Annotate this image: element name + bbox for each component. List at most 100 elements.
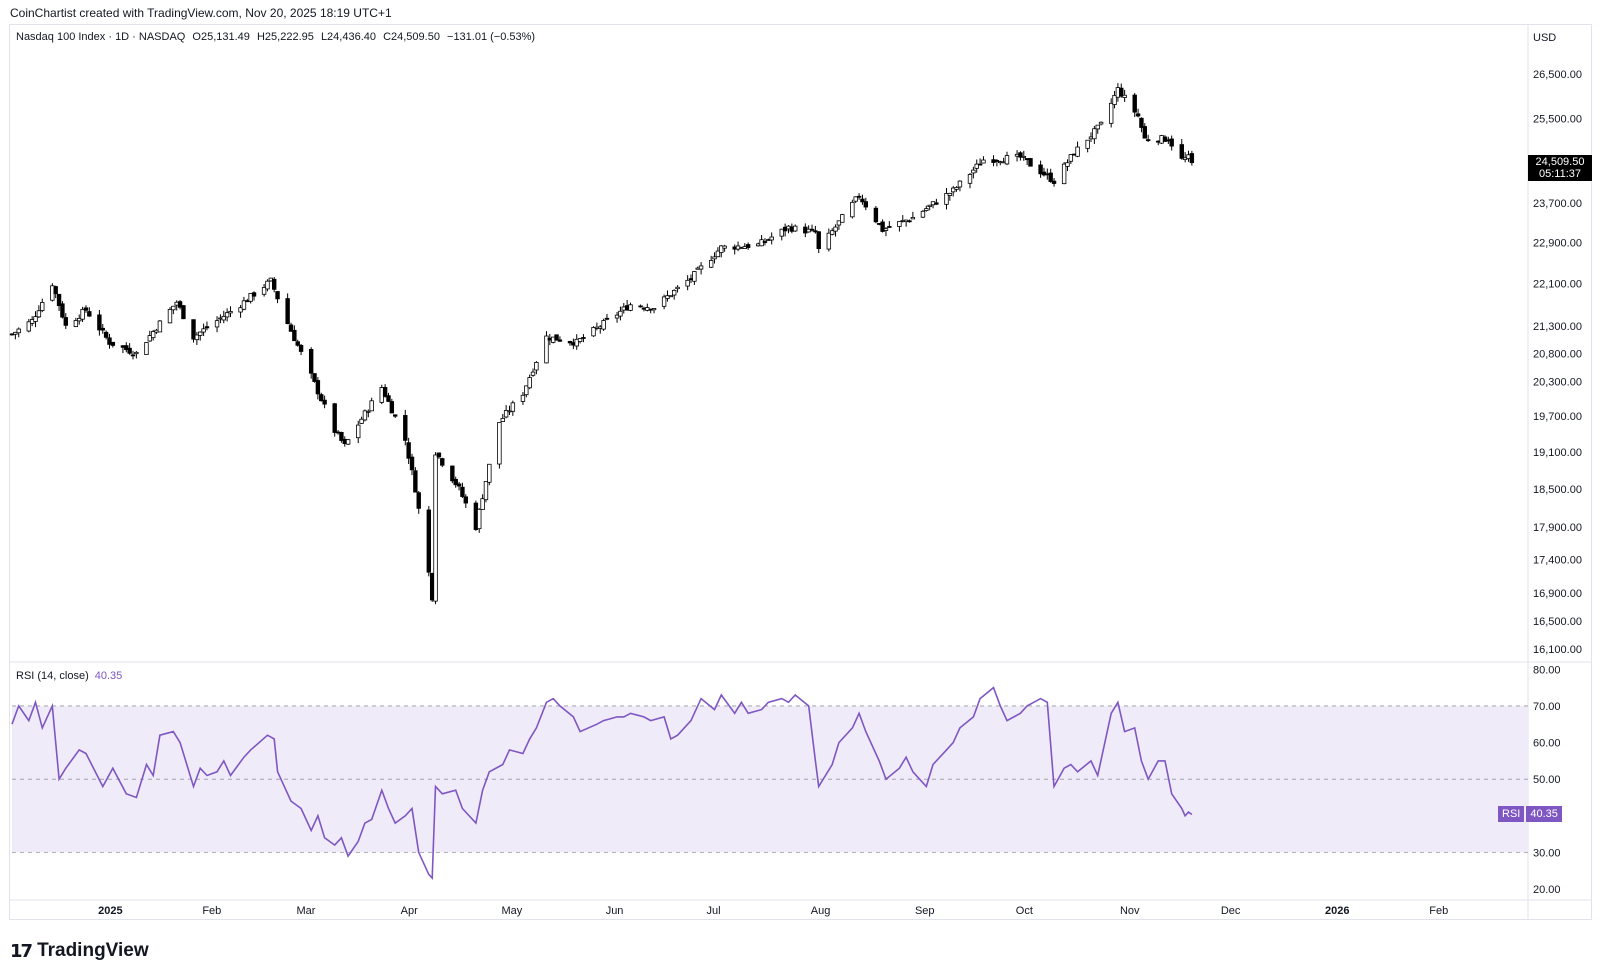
time-tick-label: 2026 — [1325, 905, 1349, 917]
time-tick-label: Dec — [1221, 905, 1241, 917]
candle — [36, 310, 42, 318]
candle — [40, 302, 45, 311]
price-tick-label: 25,500.00 — [1533, 113, 1582, 125]
candle — [413, 470, 418, 493]
candle — [957, 180, 963, 188]
candle — [1048, 172, 1053, 182]
price-tick-label: 16,900.00 — [1533, 588, 1582, 600]
candle — [497, 422, 502, 465]
candle — [204, 326, 210, 329]
candle — [813, 230, 818, 233]
rsi-tag-value: 40.35 — [1526, 806, 1562, 822]
symbol-label[interactable]: Nasdaq 100 Index · 1D · NASDAQ — [16, 31, 186, 43]
candle — [288, 324, 294, 332]
candle — [671, 289, 677, 296]
candle — [554, 334, 559, 341]
candle — [134, 351, 139, 355]
candle — [530, 371, 536, 376]
rsi-tick-label: 30.00 — [1533, 847, 1561, 859]
candle — [967, 174, 973, 184]
candle — [124, 345, 129, 351]
candle — [994, 160, 1000, 162]
time-tick-label: Jun — [606, 905, 624, 917]
candle — [809, 228, 815, 231]
candle — [762, 241, 768, 243]
candle — [477, 508, 482, 530]
candle — [107, 337, 112, 345]
candle — [248, 293, 253, 302]
candle — [285, 298, 290, 325]
candle — [436, 452, 442, 458]
candle — [1004, 155, 1010, 165]
candle — [715, 250, 721, 258]
candle — [793, 225, 798, 232]
candle — [853, 196, 858, 202]
candle — [668, 295, 674, 298]
candle — [1092, 128, 1097, 140]
candle — [191, 319, 196, 340]
candle — [887, 226, 892, 228]
candle — [460, 486, 465, 497]
candle — [974, 163, 979, 169]
rsi-tick-label: 50.00 — [1533, 774, 1561, 786]
rsi-legend[interactable]: RSI (14, close) 40.35 — [16, 670, 122, 682]
candle — [322, 399, 327, 405]
price-tick-label: 19,700.00 — [1533, 411, 1582, 423]
high-value: H25,222.95 — [256, 31, 314, 43]
rsi-tick-label: 80.00 — [1533, 664, 1561, 676]
candle — [856, 195, 862, 198]
ohlc-legend: Nasdaq 100 Index · 1D · NASDAQ O25,131.4… — [16, 31, 539, 43]
tradingview-logo[interactable]: 𝟭𝟳 TradingView — [10, 940, 149, 962]
currency-label[interactable]: USD — [1533, 32, 1557, 44]
candle — [298, 344, 304, 352]
candle — [83, 307, 89, 311]
candle — [345, 439, 351, 445]
candle — [883, 228, 889, 231]
candle — [214, 320, 220, 328]
candle — [53, 286, 58, 295]
tradingview-brand: TradingView — [37, 940, 149, 961]
candle — [1021, 155, 1026, 158]
candle — [745, 244, 751, 248]
candle — [97, 314, 102, 331]
candle — [312, 373, 317, 382]
candle — [897, 221, 902, 227]
candle — [315, 380, 321, 395]
price-tick-label: 17,400.00 — [1533, 555, 1582, 567]
candle — [127, 347, 132, 354]
time-tick-label: Apr — [401, 905, 418, 917]
change-value: −131.01 (−0.53%) — [447, 31, 536, 43]
price-tick-label: 20,800.00 — [1533, 348, 1582, 360]
price-tick-label: 23,700.00 — [1533, 198, 1582, 210]
candle — [651, 308, 657, 311]
candle — [171, 305, 176, 311]
candle — [356, 424, 361, 439]
candle — [934, 202, 939, 205]
candle — [544, 335, 549, 364]
candle — [1122, 94, 1127, 98]
candle — [366, 410, 371, 413]
candle — [194, 334, 200, 341]
candle — [1068, 154, 1074, 162]
candle — [954, 187, 959, 190]
candle — [463, 496, 468, 504]
time-tick-label: Oct — [1016, 905, 1033, 917]
candle — [712, 256, 717, 260]
time-tick-label: Feb — [202, 905, 221, 917]
candle — [147, 335, 153, 342]
candle — [224, 312, 230, 318]
candle — [1189, 153, 1195, 164]
candle — [950, 187, 956, 193]
candle — [927, 204, 932, 208]
candle — [816, 231, 821, 249]
candle — [87, 311, 92, 317]
candle — [261, 287, 267, 295]
candle — [241, 300, 247, 310]
candle — [1051, 180, 1057, 184]
price-tick-label: 16,100.00 — [1533, 644, 1582, 656]
candle — [450, 465, 455, 482]
candle — [406, 442, 411, 459]
candle — [1119, 87, 1124, 97]
candle — [1038, 164, 1043, 175]
